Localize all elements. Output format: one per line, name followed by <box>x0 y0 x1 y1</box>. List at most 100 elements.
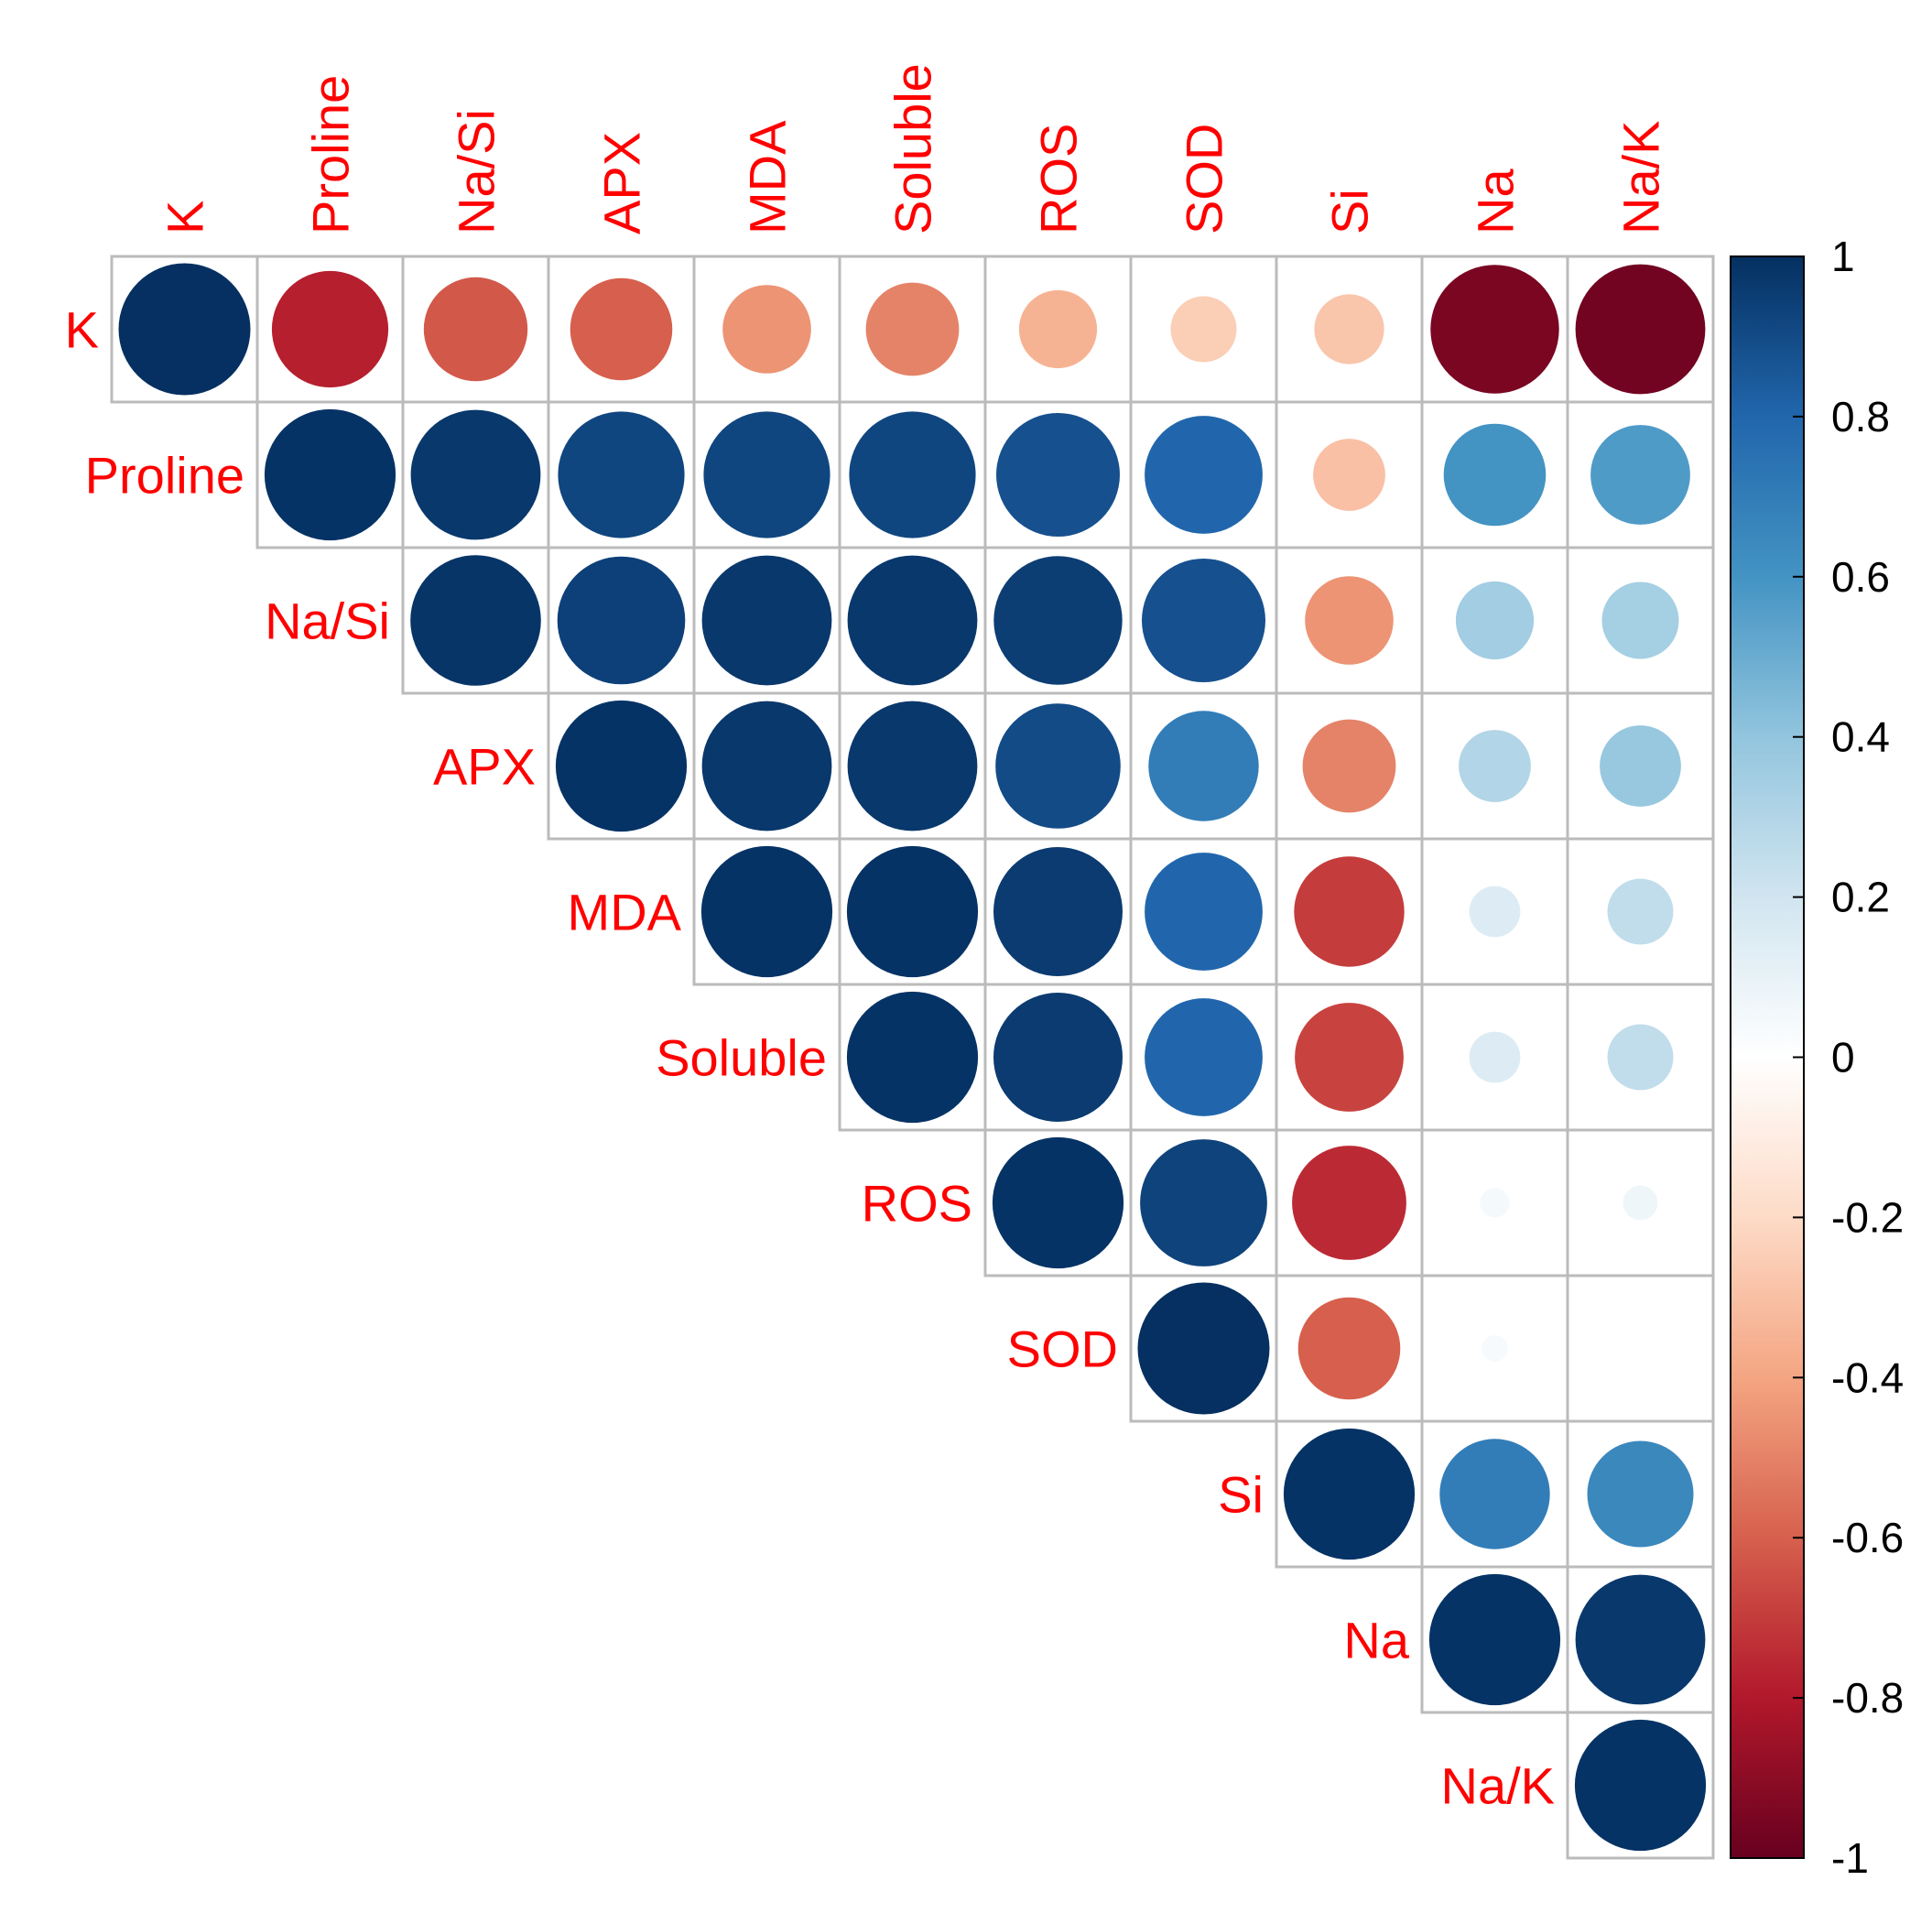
corr-circle-ros-na-k <box>1623 1185 1658 1221</box>
column-label-na: Na <box>1467 168 1525 234</box>
corr-circle-apx-soluble <box>847 701 978 832</box>
corr-circle-mda-si <box>1294 856 1405 967</box>
grid-layer <box>110 255 1715 1860</box>
corr-circle-na-si-apx <box>557 556 686 685</box>
corr-circle-na-k-na-k <box>1574 1719 1707 1852</box>
colorbar: 1 0.8 0.6 0.4 0.2 0 -0.2 -0.4 -0.6 -0.8 -1 <box>1730 233 1904 1882</box>
corr-circle-proline-sod <box>1145 416 1263 534</box>
corr-circle-na-si-na <box>1455 581 1535 660</box>
colorbar-gradient <box>1730 255 1805 1859</box>
row-label-si: Si <box>1218 1466 1264 1524</box>
corr-circle-mda-ros <box>993 847 1123 976</box>
colorbar-tick-label: 0.6 <box>1831 553 1890 601</box>
corr-circle-k-apx <box>570 277 673 381</box>
corr-circle-ros-ros <box>992 1136 1124 1269</box>
column-labels: K Proline Na/Si APX MDA Soluble ROS SOD Si Na Na/K <box>157 63 1670 234</box>
corr-circle-na-si-si <box>1305 576 1394 665</box>
corr-circle-apx-na-k <box>1600 725 1681 807</box>
corr-circle-ros-si <box>1292 1146 1406 1260</box>
colorbar-tick-label: 0.2 <box>1831 874 1890 921</box>
corr-circle-apx-apx <box>555 700 688 832</box>
corr-circle-na-si-ros <box>993 556 1123 685</box>
row-label-proline: Proline <box>85 447 244 505</box>
corr-circle-na-si-mda <box>701 555 832 686</box>
corr-circle-mda-sod <box>1145 853 1263 971</box>
column-label-na-k: Na/K <box>1612 121 1670 235</box>
row-label-soluble: Soluble <box>656 1029 827 1087</box>
circle-layer <box>118 263 1707 1852</box>
colorbar-tick-label: -0.8 <box>1831 1674 1904 1722</box>
corr-circle-si-na <box>1439 1439 1550 1549</box>
corr-circle-soluble-ros <box>993 993 1123 1122</box>
corr-circle-mda-na-k <box>1607 878 1674 945</box>
corr-circle-soluble-na-k <box>1607 1024 1674 1091</box>
colorbar-tick-label: -1 <box>1831 1834 1869 1882</box>
colorbar-tick-label: -0.6 <box>1831 1514 1904 1561</box>
corr-circle-soluble-si <box>1295 1003 1404 1112</box>
corr-circle-proline-na <box>1443 423 1547 527</box>
row-label-k: K <box>65 301 99 359</box>
row-label-apx: APX <box>433 738 536 796</box>
corr-circle-k-na-k <box>1575 264 1706 395</box>
corr-circle-k-na-si <box>423 277 528 382</box>
row-label-ros: ROS <box>862 1175 972 1233</box>
colorbar-ticks: 1 0.8 0.6 0.4 0.2 0 -0.2 -0.4 -0.6 -0.8 -1 <box>1793 233 1904 1882</box>
corr-circle-soluble-soluble <box>846 991 979 1124</box>
corr-circle-k-ros <box>1018 289 1098 369</box>
row-label-na-k: Na/K <box>1441 1757 1556 1815</box>
column-label-sod: SOD <box>1176 124 1233 234</box>
column-label-mda: MDA <box>739 120 797 234</box>
row-label-mda: MDA <box>568 884 682 941</box>
corr-circle-mda-mda <box>700 845 833 978</box>
column-label-soluble: Soluble <box>885 63 942 234</box>
corr-circle-k-si <box>1314 294 1384 364</box>
corr-circle-mda-soluble <box>846 845 979 978</box>
column-label-apx: APX <box>593 132 651 234</box>
corr-circle-na-si-na-si <box>410 555 541 686</box>
corr-circle-ros-sod <box>1140 1139 1267 1266</box>
corr-circle-apx-mda <box>701 701 832 832</box>
corr-circle-proline-proline <box>264 408 396 541</box>
colorbar-tick-label: -0.4 <box>1831 1353 1904 1401</box>
corr-circle-apx-ros <box>995 703 1121 829</box>
corr-circle-si-si <box>1283 1428 1416 1560</box>
corr-circle-apx-si <box>1302 719 1396 813</box>
grid-cell <box>1566 1711 1715 1860</box>
corr-circle-na-na <box>1428 1573 1561 1706</box>
corr-circle-soluble-sod <box>1145 998 1263 1116</box>
corr-circle-na-na-k <box>1575 1574 1706 1705</box>
column-label-na-si: Na/Si <box>448 109 505 234</box>
colorbar-tick-label: -0.2 <box>1831 1193 1904 1241</box>
corr-circle-si-na-k <box>1587 1440 1694 1548</box>
grid-cell <box>1566 1274 1715 1423</box>
colorbar-tick-label: 0 <box>1831 1034 1855 1081</box>
column-label-si: Si <box>1321 189 1379 234</box>
corr-circle-proline-apx <box>558 411 685 538</box>
column-label-ros: ROS <box>1030 124 1088 234</box>
corr-circle-k-proline <box>271 270 389 388</box>
row-label-na-si: Na/Si <box>265 592 390 650</box>
corr-circle-k-sod <box>1170 296 1237 363</box>
corr-circle-ros-na <box>1480 1188 1510 1218</box>
corr-circle-apx-sod <box>1148 711 1259 821</box>
corr-circle-proline-na-k <box>1590 425 1690 525</box>
corr-circle-mda-na <box>1469 886 1521 938</box>
corr-circle-proline-soluble <box>849 411 976 538</box>
corr-circle-proline-ros <box>996 413 1120 537</box>
corr-circle-k-na <box>1430 265 1559 394</box>
row-labels: K Proline Na/Si APX MDA Soluble ROS SOD Si Na Na/K <box>65 301 1555 1815</box>
corr-circle-k-k <box>118 263 251 396</box>
row-label-na: Na <box>1343 1612 1409 1669</box>
corr-circle-proline-na-si <box>410 409 541 540</box>
colorbar-tick-label: 1 <box>1831 233 1855 280</box>
colorbar-tick-label: 0.4 <box>1831 713 1890 761</box>
corr-circle-apx-na <box>1459 730 1531 802</box>
row-label-sod: SOD <box>1007 1321 1118 1378</box>
corr-circle-na-si-soluble <box>847 555 978 686</box>
corr-circle-na-si-sod <box>1142 559 1265 682</box>
corr-circle-proline-si <box>1313 439 1385 511</box>
corr-circle-proline-mda <box>703 411 830 538</box>
corr-circle-sod-si <box>1297 1297 1401 1400</box>
column-label-proline: Proline <box>302 75 360 234</box>
